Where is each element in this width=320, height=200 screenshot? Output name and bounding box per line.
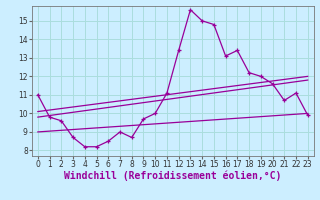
X-axis label: Windchill (Refroidissement éolien,°C): Windchill (Refroidissement éolien,°C) — [64, 171, 282, 181]
